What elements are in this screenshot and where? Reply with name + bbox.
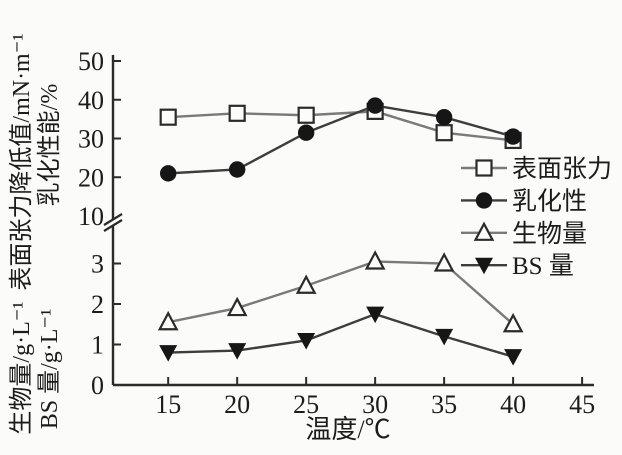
y-tick-label-upper-20: 20 — [78, 163, 104, 192]
series-2-point-4 — [433, 252, 455, 272]
y-axis-label-biomass: 生物量/g·L⁻¹ — [9, 301, 35, 435]
legend-item-1: 乳化性 — [461, 187, 587, 215]
series-1-point-4 — [435, 108, 453, 126]
series-0-line — [168, 110, 514, 142]
series-2-point-3 — [364, 250, 386, 270]
legend-marker — [473, 221, 495, 241]
legend-label-3: BS 量 — [512, 253, 574, 280]
legend-label-0: 表面张力 — [512, 155, 612, 183]
x-axis-label: 温度/℃ — [305, 415, 391, 444]
y-axis-label-emulsification: 乳化性能/% — [37, 83, 63, 207]
series-1-point-2 — [297, 124, 315, 141]
y-tick-label-upper-30: 30 — [78, 125, 104, 154]
series-3-point-4 — [435, 328, 454, 346]
y-tick-label-lower-3: 3 — [91, 250, 104, 279]
series-1-point-3 — [366, 97, 384, 114]
series-0-point-0 — [159, 108, 177, 126]
y-tick-label-upper-40: 40 — [78, 86, 104, 115]
series-3-point-0 — [159, 345, 178, 362]
x-tick-label-35: 35 — [431, 390, 457, 419]
series-2-point-2 — [295, 274, 317, 294]
series-2-line — [167, 260, 514, 326]
series-2-point-1 — [226, 296, 248, 317]
series-3-point-3 — [366, 306, 385, 324]
series-3-line — [168, 312, 514, 358]
y-axis-break-slash — [103, 213, 123, 226]
series-1 — [159, 97, 522, 182]
series-1-point-5 — [504, 128, 522, 145]
y-axis-break-slash — [103, 219, 123, 232]
legend-marker — [475, 192, 493, 209]
series-3-point-1 — [228, 343, 247, 360]
x-tick-label-40: 40 — [500, 390, 526, 419]
legend-label-1: 乳化性 — [512, 187, 587, 215]
series-0-point-1 — [228, 104, 246, 122]
x-tick-label-30: 30 — [362, 390, 388, 419]
y-axis-label-bs-amount: BS 量/g·L⁻¹ — [37, 308, 63, 430]
legend-item-2: 生物量 — [461, 220, 587, 248]
series-2 — [157, 250, 524, 333]
series-0 — [159, 102, 522, 150]
y-tick-label-lower-0: 0 — [91, 371, 104, 400]
legend-marker — [475, 257, 493, 275]
x-tick-label-15: 15 — [155, 390, 181, 419]
series-1-point-1 — [228, 161, 246, 178]
series-3-point-5 — [504, 349, 523, 366]
y-tick-label-upper-10: 10 — [78, 202, 104, 231]
x-tick-label-20: 20 — [224, 390, 250, 419]
y-axis-break-gap — [104, 214, 122, 231]
y-tick-label-upper-50: 50 — [78, 47, 104, 76]
x-tick-label-45: 45 — [569, 390, 595, 419]
series-2-point-5 — [502, 312, 524, 333]
series-3-point-2 — [297, 332, 316, 350]
y-tick-label-lower-1: 1 — [91, 331, 104, 360]
x-tick-label-25: 25 — [293, 390, 319, 419]
legend-label-2: 生物量 — [512, 220, 587, 248]
legend-marker — [475, 159, 493, 177]
y-axis-label-surface-tension: 表面张力降低值/mN·m⁻¹ — [9, 33, 35, 291]
legend-item-3: BS 量 — [461, 253, 574, 280]
legend-item-0: 表面张力 — [461, 155, 612, 183]
y-tick-label-lower-2: 2 — [91, 290, 104, 319]
series-1-point-0 — [159, 165, 177, 182]
series-1-line — [168, 104, 514, 175]
series-0-point-4 — [435, 124, 453, 142]
series-3 — [159, 306, 523, 366]
series-2-point-0 — [157, 310, 179, 331]
series-0-point-2 — [297, 106, 315, 124]
